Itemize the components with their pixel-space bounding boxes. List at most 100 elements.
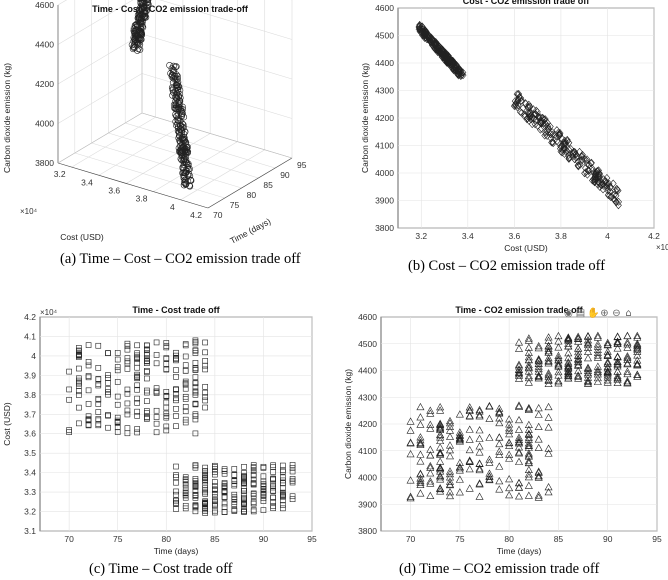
data-point — [436, 430, 445, 438]
chart-d-svg: 70 75 80 85 90 95 3800 3900 4000 4100 4200 4300 4400… — [343, 305, 662, 556]
data-point — [495, 485, 504, 493]
y-tick-label: 3.5 — [24, 448, 36, 458]
data-point — [600, 182, 608, 190]
home-icon[interactable]: ⌂ — [625, 307, 632, 319]
data-point — [445, 477, 455, 485]
data-point — [564, 367, 573, 375]
y-tick-label: 3.2 — [54, 169, 66, 179]
data-point — [534, 355, 543, 363]
data-point — [514, 338, 524, 346]
data-point — [173, 472, 179, 478]
data-point — [524, 364, 533, 372]
data-point — [613, 339, 622, 347]
data-tip-icon[interactable]: ▤ — [575, 307, 586, 319]
data-point — [465, 406, 474, 415]
data-point — [138, 30, 145, 38]
data-point — [564, 359, 573, 367]
pan-icon[interactable]: ✋ — [587, 307, 600, 319]
data-point — [172, 94, 179, 101]
y-tick-label: 3.6 — [24, 429, 36, 439]
data-point — [445, 416, 455, 425]
chart-a: 70 75 80 85 90 95 3.2 3.4 3.6 3.8 4 4.2 3800 4000 4200… — [0, 0, 330, 250]
data-point — [95, 401, 102, 407]
data-point — [182, 403, 189, 410]
data-point — [574, 366, 583, 375]
data-point — [419, 27, 426, 36]
data-point — [613, 378, 622, 386]
data-point — [593, 351, 602, 359]
data-point — [544, 333, 553, 341]
y-tick-label: 4100 — [358, 446, 377, 456]
data-point — [163, 355, 170, 362]
data-point — [173, 506, 179, 512]
data-point — [221, 494, 228, 501]
data-point — [455, 67, 463, 76]
data-point — [613, 357, 622, 365]
data-point — [153, 414, 160, 420]
data-point — [182, 485, 189, 491]
data-point — [163, 344, 170, 351]
zoom-out-icon[interactable]: ⊖ — [612, 307, 621, 319]
data-point — [535, 112, 542, 121]
data-point — [593, 331, 602, 339]
data-point — [534, 359, 543, 367]
figure-toolbar[interactable]: ◉ ▤ ✋ ⊕ ⊖ ⌂ — [563, 307, 659, 319]
data-point — [426, 445, 435, 453]
data-point — [574, 371, 583, 379]
data-point — [231, 495, 238, 502]
data-point — [544, 359, 553, 367]
data-point — [181, 134, 188, 142]
data-point — [595, 166, 602, 175]
data-point — [180, 169, 188, 176]
data-point — [534, 403, 543, 412]
data-point — [514, 360, 524, 368]
data-point — [105, 372, 111, 378]
data-point — [192, 360, 199, 366]
data-point — [134, 30, 142, 37]
data-point — [174, 78, 182, 86]
data-point — [485, 472, 494, 480]
data-point — [173, 82, 180, 90]
data-point — [173, 500, 179, 507]
data-point — [180, 113, 188, 121]
brush-icon[interactable]: ◉ — [564, 307, 573, 319]
data-point — [623, 359, 632, 367]
x-tick-label: 75 — [230, 200, 240, 210]
data-point — [406, 438, 415, 446]
data-point — [270, 505, 276, 512]
zoom-in-icon[interactable]: ⊕ — [600, 307, 609, 319]
data-point — [534, 493, 543, 501]
data-point — [144, 416, 150, 422]
data-point — [514, 344, 524, 352]
data-point — [544, 348, 553, 356]
data-point — [436, 433, 445, 441]
y-tick-label: 3.3 — [24, 487, 36, 497]
data-point — [564, 369, 573, 377]
data-point — [603, 340, 612, 348]
data-point — [593, 353, 602, 361]
data-point — [212, 494, 218, 500]
data-point — [585, 160, 593, 169]
chart-a-svg: 70 75 80 85 90 95 3.2 3.4 3.6 3.8 4 4.2 3800 4000 4200… — [2, 0, 307, 246]
data-point — [524, 420, 533, 428]
data-point — [241, 464, 247, 470]
data-point — [633, 331, 642, 340]
data-point — [114, 393, 121, 400]
data-point — [173, 497, 179, 504]
data-point — [133, 29, 141, 36]
data-point — [524, 334, 533, 342]
data-point — [66, 368, 72, 375]
x-tick-label: 90 — [259, 534, 269, 544]
z-tick-label: 4200 — [35, 79, 54, 89]
data-point — [173, 81, 181, 89]
data-point — [465, 403, 474, 411]
data-point — [142, 7, 150, 15]
data-point — [416, 438, 425, 446]
data-point — [429, 41, 436, 50]
data-point — [554, 367, 563, 376]
data-point — [144, 408, 150, 414]
data-point — [623, 338, 632, 346]
data-point — [514, 457, 524, 465]
data-point — [415, 22, 423, 31]
data-point — [613, 359, 622, 367]
